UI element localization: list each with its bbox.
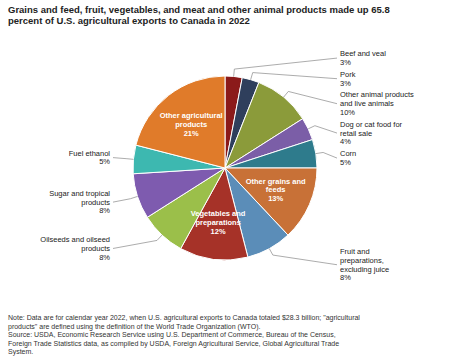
slice-label: Fuel ethanol: [69, 149, 111, 158]
leader-line: [113, 158, 133, 160]
slice-value-label: 5%: [340, 158, 351, 167]
slice-value-label: 3%: [340, 58, 351, 67]
slice-label-line: Pork: [340, 70, 356, 79]
note-line: Foreign Trade Statistics data, as compil…: [8, 340, 339, 348]
slice-label-line: products: [81, 244, 110, 253]
slice-label-line: Vegetables and: [191, 209, 246, 218]
slice-label-line: excluding juice: [340, 265, 389, 274]
note-line: System.: [8, 348, 33, 356]
slice-label-line: Beef and veal: [340, 49, 386, 58]
leader-line: [113, 235, 162, 248]
labels: Other grains andfeeds13%Vegetables andpr…: [40, 49, 414, 282]
slice-label: Oilseeds and oilseedproducts: [40, 235, 110, 253]
slice-label: Dog or cat food forretail sale: [340, 120, 403, 138]
note-line: products" are defined using the definiti…: [8, 323, 260, 331]
slice-label-line: products: [175, 120, 207, 129]
slice-value-label: 4%: [340, 137, 351, 146]
slice-label-line: Fuel ethanol: [69, 149, 111, 158]
slice-label-line: Fruit and: [340, 247, 370, 256]
slice-value-label: 3%: [340, 79, 351, 88]
slice-value-label: 13%: [268, 194, 283, 203]
slice-label-line: retail sale: [340, 129, 372, 138]
slice-label: Corn: [340, 149, 356, 158]
slice-label-line: preparations: [195, 218, 240, 227]
slice-label: Sugar and tropicalproducts: [49, 189, 110, 207]
leader-line: [316, 152, 337, 158]
leader-line: [113, 196, 138, 202]
note: Note: Data are for calendar year 2022, w…: [8, 314, 360, 356]
slice-label-line: feeds: [266, 185, 286, 194]
slice-value-label: 8%: [340, 273, 351, 282]
slice-label: Fruit andpreparations,excluding juice: [340, 247, 389, 274]
leader-line: [269, 249, 337, 265]
slice-label-line: Sugar and tropical: [49, 189, 110, 198]
slice-value-label: 8%: [99, 253, 110, 262]
slices: [133, 76, 317, 260]
slice-label: Vegetables andpreparations: [191, 209, 246, 227]
slice-value-label: 5%: [99, 157, 110, 166]
slice-value-label: 10%: [340, 108, 355, 117]
slice-label-line: preparations,: [340, 256, 384, 265]
slice-value-label: 8%: [99, 206, 110, 215]
slice: [225, 140, 317, 168]
slice-label-line: Other grains and: [246, 177, 306, 186]
slice-label: Other agriculturalproducts: [160, 111, 223, 129]
leader-line: [234, 58, 337, 76]
slice-label-line: products: [81, 198, 110, 207]
leader-line: [284, 91, 337, 103]
slice-label-line: Dog or cat food for: [340, 120, 403, 129]
slice-value-label: 21%: [184, 129, 199, 138]
leader-line: [251, 73, 337, 80]
leader-line: [308, 126, 337, 133]
slice: [136, 76, 225, 168]
slice-label-line: and live animals: [340, 99, 394, 108]
pie: [133, 76, 317, 260]
chart: Grains and feed, fruit, vegetables, and …: [0, 0, 450, 360]
slice-label: Other animal productsand live animals: [340, 90, 414, 108]
slice-label-line: Other animal products: [340, 90, 414, 99]
slice-label-line: Oilseeds and oilseed: [40, 235, 110, 244]
slice-value-label: 12%: [211, 227, 226, 236]
slice-label-line: Other agricultural: [160, 111, 223, 120]
slice-label: Other grains andfeeds: [246, 177, 306, 195]
title-line: Grains and feed, fruit, vegetables, and …: [8, 4, 390, 15]
slice-label: Pork: [340, 70, 356, 79]
note-line: Note: Data are for calendar year 2022, w…: [8, 314, 360, 322]
title: Grains and feed, fruit, vegetables, and …: [8, 4, 390, 26]
note-line: Source: USDA, Economic Research Service …: [8, 331, 336, 339]
slice-label-line: Corn: [340, 149, 356, 158]
title-line: percent of U.S. agricultural exports to …: [8, 15, 250, 26]
slice-label: Beef and veal: [340, 49, 386, 58]
